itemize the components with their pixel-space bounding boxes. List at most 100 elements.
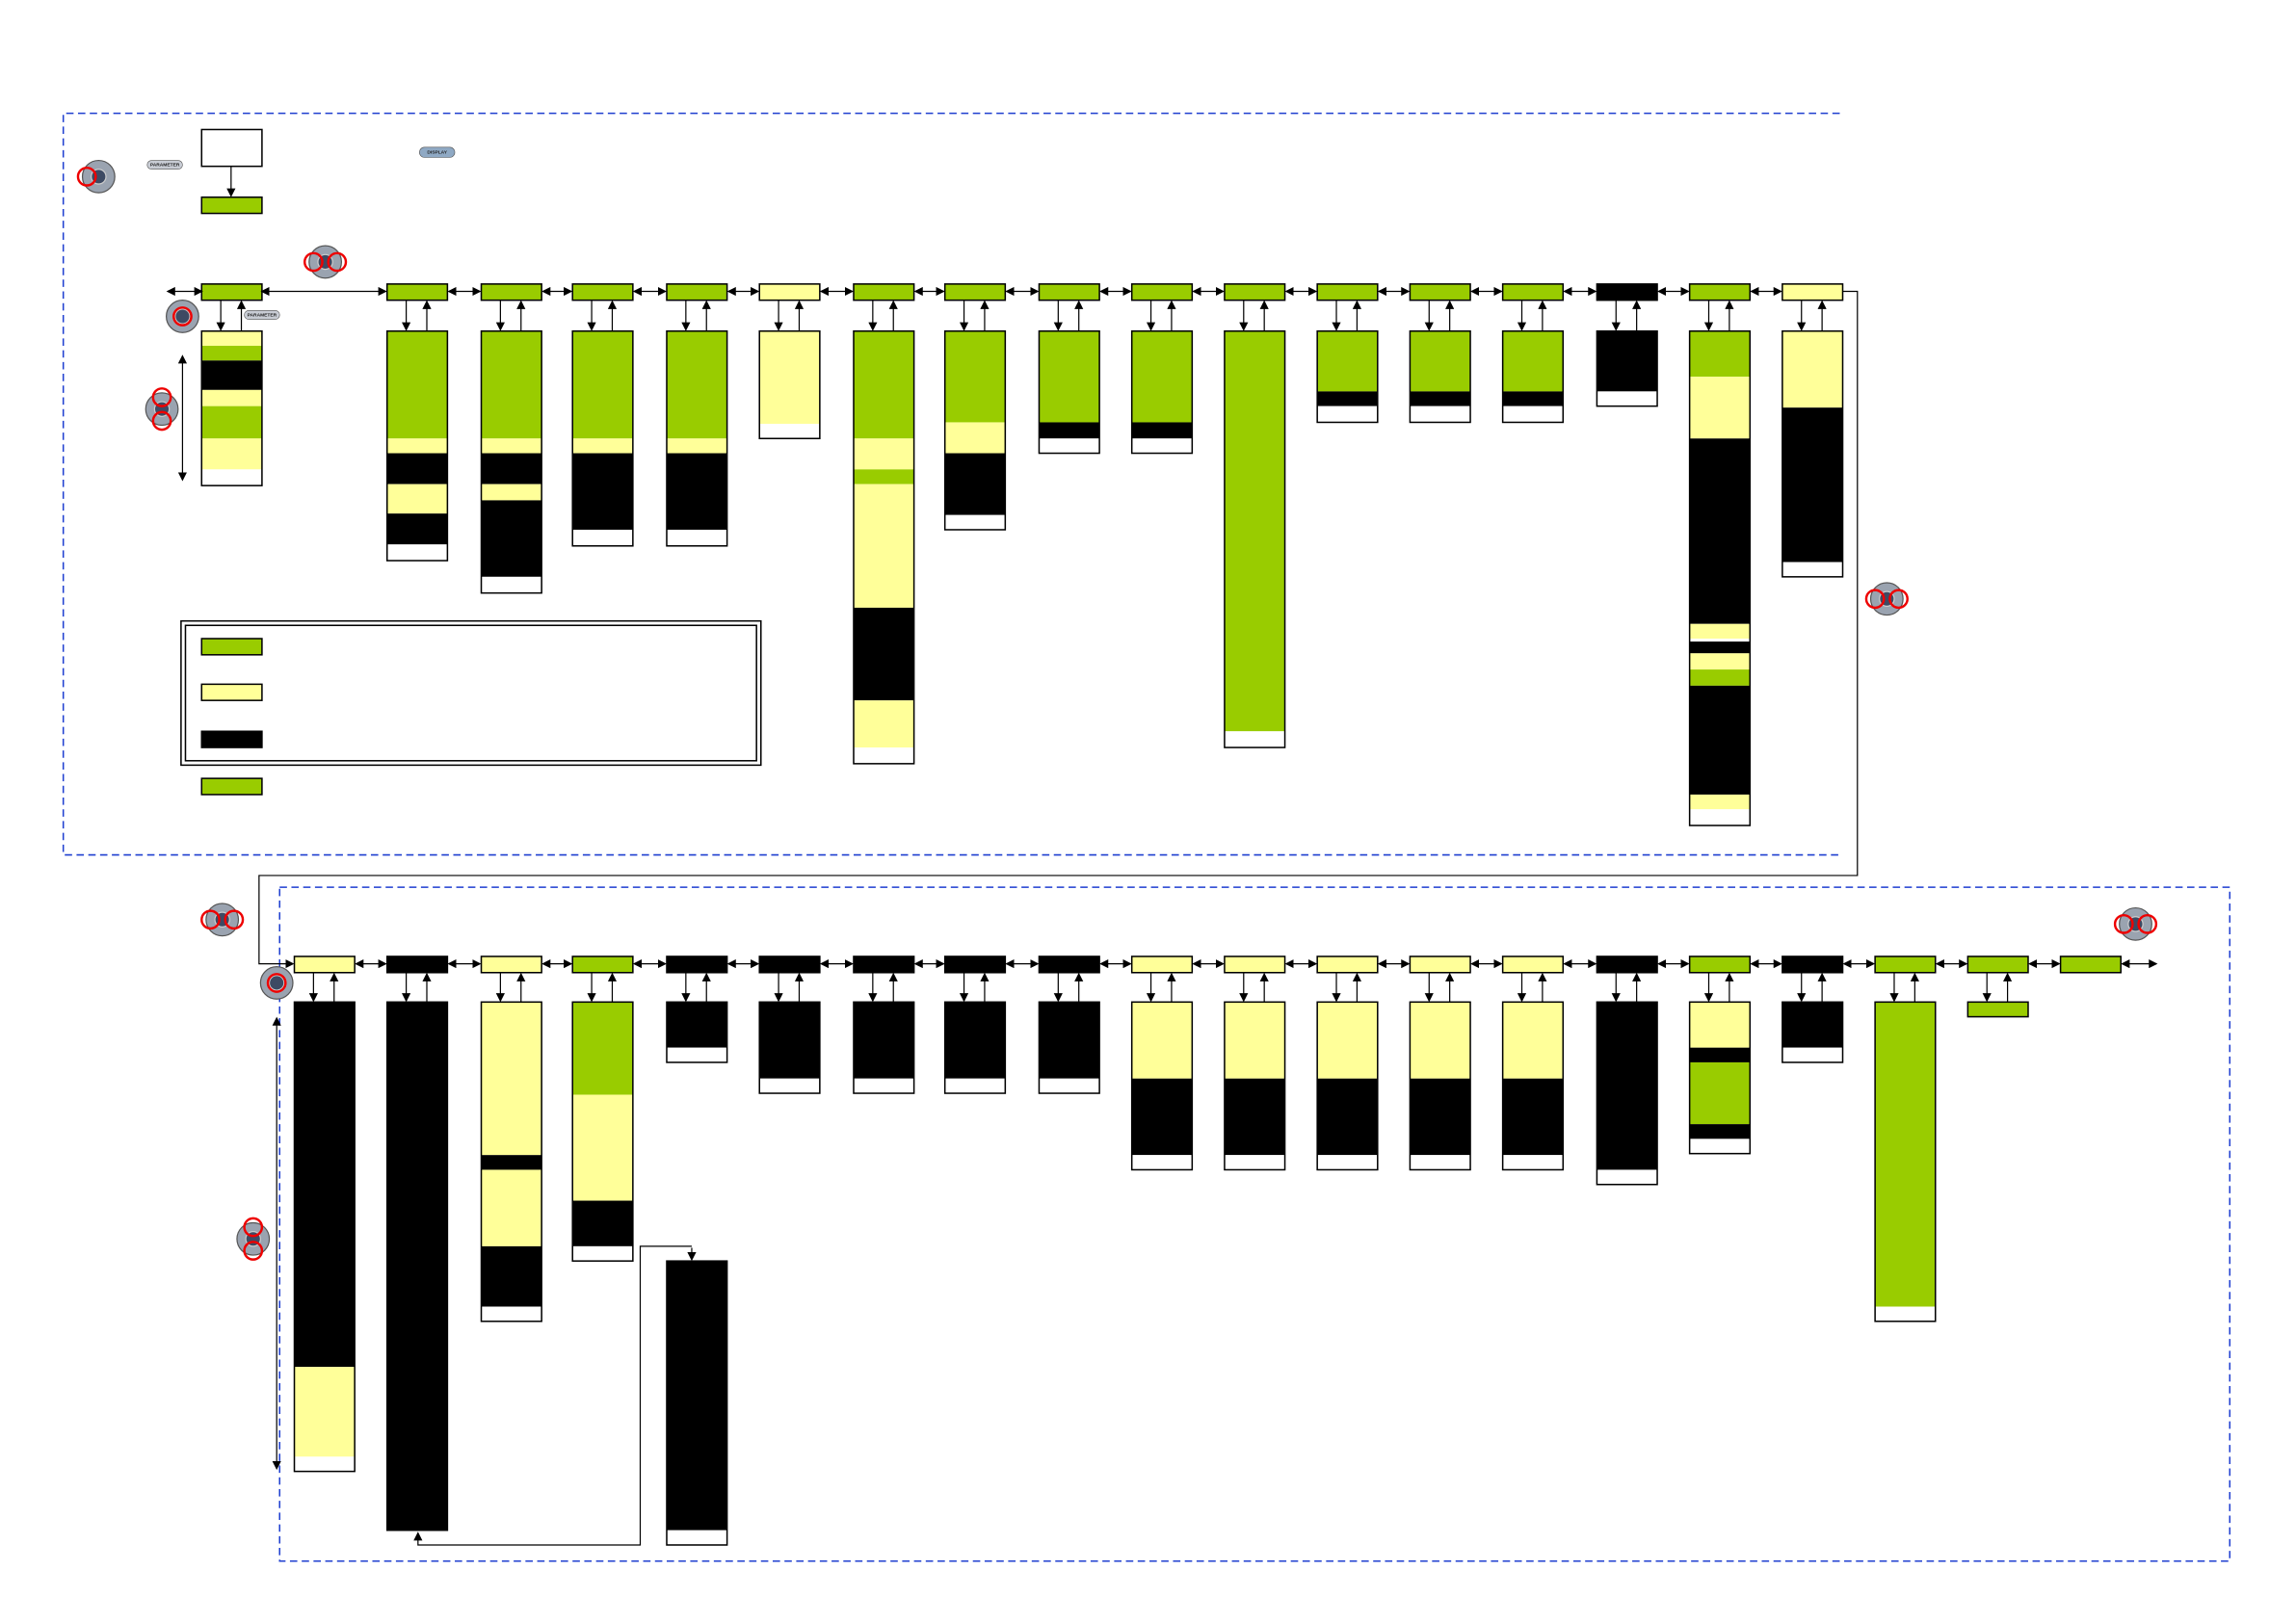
option-segment — [481, 330, 542, 439]
option-segment — [1689, 1002, 1751, 1048]
option-list — [480, 1001, 542, 1322]
option-segment — [1317, 406, 1378, 423]
option-segment — [759, 330, 820, 424]
option-segment — [944, 422, 1006, 454]
option-segment — [1689, 685, 1751, 795]
menu-header — [943, 283, 1007, 301]
menu-header — [1409, 955, 1471, 974]
menu-header — [853, 955, 915, 974]
option-segment — [853, 330, 914, 439]
parameter-button — [146, 160, 183, 170]
option-segment — [386, 484, 448, 514]
option-list — [853, 329, 915, 765]
menu-header — [480, 955, 542, 974]
menu-header — [1409, 283, 1471, 301]
option-segment — [853, 438, 914, 470]
legend-swatch — [200, 777, 263, 796]
option-segment — [1039, 330, 1100, 423]
menu-header — [1874, 955, 1937, 974]
option-segment — [1131, 438, 1193, 454]
option-segment — [1317, 1078, 1378, 1156]
option-segment — [1689, 623, 1751, 640]
connector — [258, 290, 1859, 969]
option-segment — [1317, 391, 1378, 406]
option-segment — [572, 1094, 633, 1201]
option-segment — [386, 513, 448, 545]
option-segment — [944, 514, 1006, 530]
display-button — [419, 146, 456, 158]
option-segment — [1317, 330, 1378, 392]
option-segment — [386, 438, 448, 454]
option-segment — [853, 484, 914, 608]
option-segment — [1224, 1002, 1285, 1079]
menu-header — [2059, 955, 2122, 974]
button-label: PARAMETER — [150, 163, 180, 169]
option-segment — [481, 1155, 542, 1170]
knob-highlight — [243, 1217, 264, 1238]
option-segment — [853, 1002, 914, 1079]
menu-header — [1688, 955, 1752, 974]
menu-header — [480, 283, 542, 301]
option-segment — [1689, 377, 1751, 439]
knob-highlight — [266, 973, 287, 993]
option-segment — [666, 529, 727, 546]
start-box — [200, 128, 263, 168]
menu-header — [1224, 955, 1286, 974]
option-segment — [944, 330, 1006, 423]
menu-header — [758, 955, 821, 974]
option-segment — [481, 1169, 542, 1246]
option-segment — [666, 1261, 727, 1531]
option-segment — [1039, 1078, 1100, 1094]
menu-header — [1966, 955, 2029, 974]
option-segment — [1689, 639, 1751, 642]
option-list — [1130, 1001, 1194, 1171]
option-segment — [572, 1002, 633, 1095]
option-segment — [1597, 1169, 1658, 1185]
menu-header — [1781, 283, 1844, 301]
option-segment — [1039, 422, 1100, 439]
option-segment — [1689, 1139, 1751, 1154]
option-segment — [201, 438, 262, 470]
option-segment — [1131, 1002, 1193, 1079]
menu-header — [1596, 955, 1658, 974]
option-list — [293, 1001, 356, 1473]
option-segment — [853, 700, 914, 748]
option-segment — [481, 500, 542, 577]
knob-highlight — [2113, 913, 2134, 934]
option-segment — [1781, 407, 1843, 563]
menu-header — [853, 283, 915, 301]
option-segment — [1689, 438, 1751, 624]
option-list — [385, 1001, 449, 1531]
knob-highlight — [224, 909, 245, 930]
option-segment — [294, 1456, 356, 1472]
option-segment — [944, 1002, 1006, 1079]
option-segment — [386, 1002, 448, 1531]
option-segment — [666, 438, 727, 454]
option-list — [666, 1001, 728, 1063]
option-segment — [1224, 1078, 1285, 1156]
frame-top — [62, 112, 1840, 856]
option-segment — [1410, 330, 1471, 392]
option-segment — [1502, 1002, 1564, 1079]
option-segment — [666, 1530, 727, 1545]
knob-highlight — [2137, 913, 2158, 934]
legend-swatch — [200, 683, 263, 701]
menu-header — [1038, 955, 1100, 974]
option-segment — [1224, 330, 1285, 732]
menu-header — [385, 955, 449, 974]
menu-header — [1781, 955, 1844, 974]
option-list — [943, 329, 1007, 531]
option-list — [1781, 1001, 1844, 1063]
option-segment — [1689, 653, 1751, 670]
option-segment — [853, 607, 914, 701]
option-segment — [1502, 1078, 1564, 1156]
option-list — [1224, 329, 1286, 748]
option-list — [200, 329, 263, 486]
option-list — [758, 1001, 821, 1094]
legend-box — [180, 619, 762, 767]
option-segment — [759, 1002, 820, 1079]
menu-header — [200, 283, 263, 301]
option-segment — [572, 529, 633, 546]
